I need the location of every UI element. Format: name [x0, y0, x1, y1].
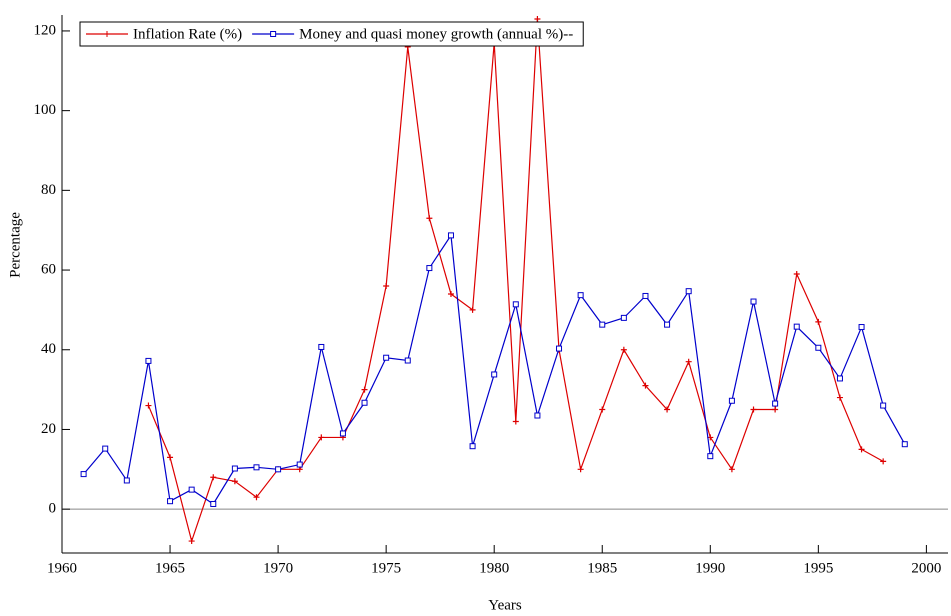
- marker: [577, 292, 584, 299]
- marker: [253, 494, 260, 501]
- y-tick-label: 0: [49, 501, 57, 517]
- marker: [426, 265, 433, 272]
- marker: [815, 344, 822, 351]
- marker: [642, 292, 649, 299]
- marker: [534, 412, 541, 419]
- x-tick-label: 1960: [47, 560, 77, 576]
- marker: [404, 357, 411, 364]
- marker: [793, 323, 800, 330]
- x-tick-label: 1985: [587, 560, 617, 576]
- marker: [880, 458, 887, 465]
- marker: [361, 386, 368, 393]
- y-tick-label: 60: [41, 261, 56, 277]
- marker: [296, 461, 303, 468]
- marker: [469, 306, 476, 313]
- marker: [836, 375, 843, 382]
- marker: [664, 321, 671, 328]
- marker: [383, 282, 390, 289]
- marker: [383, 354, 390, 361]
- legend-marker: [104, 31, 110, 37]
- marker: [491, 371, 498, 378]
- y-tick-label: 20: [41, 421, 56, 437]
- marker: [664, 406, 671, 413]
- marker: [167, 498, 174, 505]
- marker: [145, 357, 152, 364]
- marker: [620, 346, 627, 353]
- marker: [858, 324, 865, 331]
- marker: [599, 321, 606, 328]
- marker: [836, 394, 843, 401]
- marker: [772, 400, 779, 407]
- marker: [728, 397, 735, 404]
- y-axis-label: Percentage: [7, 212, 23, 278]
- marker: [361, 399, 368, 406]
- marker: [620, 314, 627, 321]
- marker: [469, 443, 476, 450]
- marker: [858, 446, 865, 453]
- marker: [339, 430, 346, 437]
- x-axis-label: Years: [488, 597, 522, 613]
- marker: [815, 318, 822, 325]
- legend-box: [79, 21, 584, 47]
- marker: [188, 486, 195, 493]
- marker: [880, 402, 887, 409]
- marker: [102, 445, 109, 452]
- marker: [210, 500, 217, 507]
- marker: [426, 215, 433, 222]
- marker: [750, 298, 757, 305]
- marker: [534, 15, 541, 22]
- x-tick-label: 1975: [371, 560, 401, 576]
- marker: [685, 358, 692, 365]
- marker: [901, 441, 908, 448]
- x-tick-label: 1990: [695, 560, 725, 576]
- marker: [145, 402, 152, 409]
- y-tick-label: 120: [34, 22, 57, 38]
- marker: [123, 477, 130, 484]
- marker: [167, 454, 174, 461]
- marker: [685, 288, 692, 295]
- marker: [231, 465, 238, 472]
- marker: [447, 290, 454, 297]
- x-tick-label: 1965: [155, 560, 185, 576]
- x-tick-label: 1995: [803, 560, 833, 576]
- marker: [512, 301, 519, 308]
- x-tick-label: 1980: [479, 560, 509, 576]
- marker: [253, 464, 260, 471]
- y-tick-label: 80: [41, 182, 56, 198]
- legend-label: Inflation Rate (%): [133, 26, 242, 42]
- marker: [577, 466, 584, 473]
- marker: [793, 271, 800, 278]
- x-tick-label: 1970: [263, 560, 293, 576]
- legend-marker: [270, 31, 277, 37]
- marker: [728, 466, 735, 473]
- marker: [318, 343, 325, 350]
- marker: [556, 345, 563, 352]
- marker: [707, 453, 714, 460]
- marker: [447, 232, 454, 239]
- legend: Inflation Rate (%) Money and quasi money …: [79, 21, 584, 47]
- marker: [599, 406, 606, 413]
- marker: [275, 466, 282, 473]
- marker: [188, 538, 195, 545]
- marker: [750, 406, 757, 413]
- marker: [318, 434, 325, 441]
- marker: [231, 478, 238, 485]
- marker: [642, 382, 649, 389]
- marker: [772, 406, 779, 413]
- legend-label: Money and quasi money growth (annual %)-…: [299, 26, 573, 42]
- series-line: [147, 18, 884, 544]
- x-tick-label: 2000: [911, 560, 941, 576]
- marker: [80, 471, 87, 478]
- marker: [210, 474, 217, 481]
- marker: [512, 418, 519, 425]
- y-tick-label: 40: [41, 341, 56, 357]
- y-tick-label: 100: [34, 102, 57, 118]
